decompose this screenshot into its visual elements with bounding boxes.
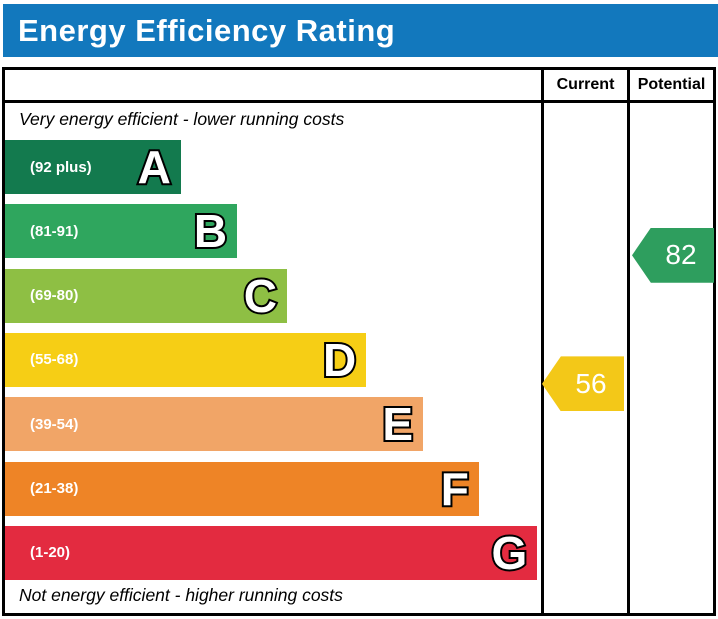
band-letter: A <box>136 139 173 195</box>
column-header-potential: Potential <box>637 76 706 93</box>
band-range-label: (81-91) <box>30 222 79 240</box>
band-letter: E <box>380 396 415 452</box>
top-caption: Very energy efficient - lower running co… <box>19 109 345 129</box>
column-divider-potential <box>627 70 630 613</box>
band-letter: C <box>242 268 279 324</box>
bottom-caption: Not energy efficient - higher running co… <box>19 585 343 605</box>
title-banner: Energy Efficiency Rating <box>3 4 718 57</box>
table-header-row: Current Potential <box>5 70 713 103</box>
band-letter: B <box>192 203 229 259</box>
band-range-label: (39-54) <box>30 415 79 433</box>
column-divider-current <box>541 70 544 613</box>
epc-band-d: (55-68) D <box>5 332 367 388</box>
band-range-label: (21-38) <box>30 480 79 497</box>
potential-rating-arrow: 82 <box>632 227 714 283</box>
epc-rating-table: Current Potential Very energy efficient … <box>2 67 716 616</box>
band-letter: F <box>439 461 471 517</box>
epc-band-b: (81-91) B <box>5 203 238 259</box>
band-range-label: (69-80) <box>30 287 79 305</box>
rating-bands: (92 plus) A (81-91) B (69-80) C (55-68) D (39-54… <box>5 139 541 581</box>
epc-band-g: (1-20) G <box>5 525 538 581</box>
current-rating-arrow: 56 <box>542 356 624 412</box>
band-letter: G <box>489 525 529 581</box>
band-range-label: (55-68) <box>30 351 79 369</box>
epc-band-e: (39-54) E <box>5 396 424 452</box>
epc-band-f: (21-38) F <box>5 461 479 517</box>
band-letter: D <box>321 332 358 388</box>
band-range-label: (92 plus) <box>30 158 92 176</box>
column-header-current: Current <box>556 76 615 93</box>
page-title: Energy Efficiency Rating <box>18 12 396 48</box>
epc-band-c: (69-80) C <box>5 268 287 324</box>
band-range-label: (1-20) <box>30 544 71 562</box>
epc-band-a: (92 plus) A <box>5 139 181 195</box>
